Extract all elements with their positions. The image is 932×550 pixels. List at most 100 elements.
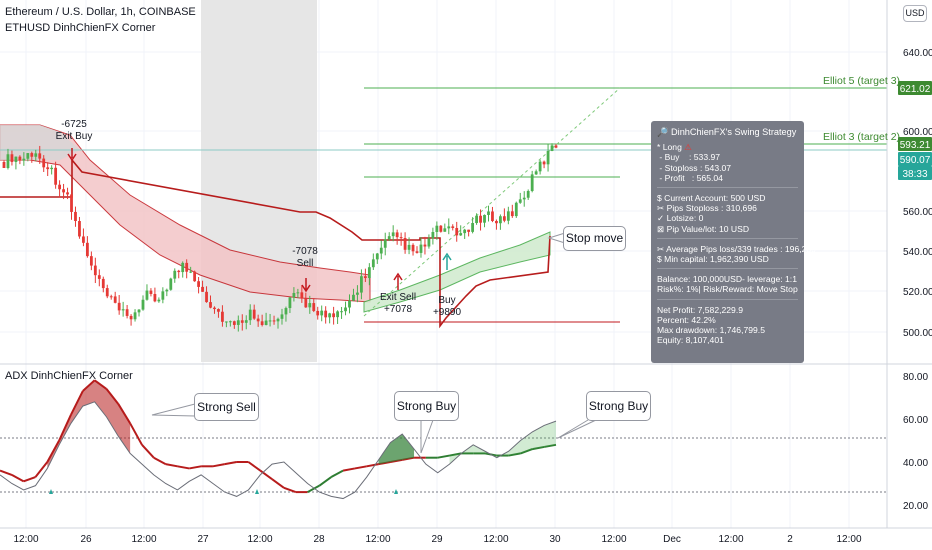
exit-buy-arrow: [67, 148, 77, 162]
candle-body: [105, 288, 109, 297]
price-tag: 590.07: [898, 152, 932, 166]
strategy-info-panel: 🔎 DinhChienFX's Swing Strategy * Long ⚠ …: [651, 121, 816, 363]
candle-body: [10, 154, 14, 162]
sell-label: Sell: [297, 258, 314, 269]
exit-sell-arrow: [393, 272, 403, 290]
adx-segment: [307, 484, 320, 493]
adx-segment: [449, 452, 462, 457]
time-tick: 12:00: [836, 534, 861, 545]
candle-body: [542, 161, 546, 165]
candle-body: [324, 310, 328, 318]
strategy-net-profit: Net Profit: 7,582,229.9: [657, 304, 743, 315]
candle-body: [312, 303, 316, 311]
candle-body: [74, 211, 77, 222]
candle-body: [336, 311, 339, 318]
adx-segment: [129, 422, 143, 446]
adx-segment: [330, 469, 344, 478]
price-tick: 540.00: [903, 247, 932, 258]
time-tick: 12:00: [131, 534, 156, 545]
candle-body: [197, 281, 200, 287]
candle-body: [288, 297, 292, 309]
candle-body: [411, 244, 415, 252]
strategy-profit: - Profit : 565.04: [657, 172, 723, 183]
chart-title: Ethereum / U.S. Dollar, 1h, COINBASE: [5, 6, 196, 18]
adx-segment: [271, 478, 285, 489]
time-tick: 27: [197, 534, 209, 545]
candle-body: [272, 320, 276, 322]
candle-body: [117, 302, 121, 311]
adx-segment: [11, 474, 25, 483]
adx-segment: [189, 465, 202, 470]
time-tick: 26: [80, 534, 92, 545]
price-tag: 621.02: [898, 81, 932, 95]
candle-body: [328, 313, 332, 318]
candle-body: [363, 276, 367, 279]
adx-segment: [283, 486, 297, 494]
candle-body: [153, 293, 157, 302]
candle-body: [459, 233, 463, 236]
indicator-title[interactable]: ETHUSD DinhChienFX Corner: [5, 22, 156, 34]
candle-body: [228, 321, 232, 323]
strategy-avg-pips: ✂ Average Pips loss/339 trades : 196,239: [657, 243, 816, 254]
currency-button[interactable]: USD: [903, 5, 927, 22]
adx-segment: [366, 463, 379, 468]
svg-text:621.02: 621.02: [900, 84, 931, 95]
strategy-balance: Balance: 100,000USD- leverage: 1:1: [657, 274, 797, 285]
candle-body: [451, 226, 455, 228]
adx-pane-title[interactable]: ADX DinhChienFX Corner: [5, 370, 133, 382]
candles: [2, 143, 558, 332]
strategy-long-row: * Long ⚠: [657, 142, 798, 152]
candle-body: [141, 299, 145, 310]
adx-axis[interactable]: 80.00 60.00 40.00 20.00: [903, 372, 928, 512]
candle-body: [221, 311, 224, 322]
strategy-long: * Long: [657, 142, 682, 153]
time-axis[interactable]: 12:00 26 12:00 27 12:00 28 12:00 29 12:00 30 12:00…: [13, 534, 861, 545]
candle-body: [403, 238, 407, 250]
price-axis[interactable]: 640.00 600.00 560.00 540.00 520.00 500.00: [903, 48, 932, 339]
candle-body: [201, 286, 204, 292]
candle-body: [332, 313, 336, 318]
candle-body: [356, 292, 359, 295]
buy-amount: +9890: [433, 307, 462, 318]
time-tick: 12:00: [247, 534, 272, 545]
svg-text:38:33: 38:33: [902, 169, 927, 180]
candle-body: [383, 239, 387, 248]
buy-label: Buy: [438, 295, 455, 306]
candle-body: [34, 153, 38, 157]
candle-body: [62, 189, 65, 193]
candle-body: [276, 318, 280, 322]
candle-body: [550, 145, 554, 152]
candle-body: [93, 265, 97, 276]
candle-body: [439, 225, 443, 232]
candle-body: [495, 220, 498, 224]
candle-body: [530, 174, 534, 192]
adx-segment: [247, 461, 261, 472]
exit-sell-label: Exit Sell: [380, 292, 416, 303]
candle-body: [379, 247, 383, 254]
candle-body: [181, 262, 185, 273]
candle-body: [534, 171, 538, 175]
adx-fills: [0, 379, 557, 494]
strategy-min-capital: $ Min capital: 1,962,390 USD: [657, 254, 769, 265]
candle-body: [169, 278, 173, 290]
adx-segment: [224, 461, 237, 466]
strong-buy-callout-1: Strong Buy: [394, 391, 459, 421]
time-tick: 29: [431, 534, 443, 545]
adx-segment: [141, 444, 155, 459]
trade-markers: [67, 148, 452, 293]
candle-body: [387, 236, 391, 240]
adx-fill: [378, 434, 415, 465]
adx-tick: 60.00: [903, 415, 928, 426]
strong-buy-callout-2: Strong Buy: [586, 391, 651, 421]
candle-body: [165, 289, 169, 292]
adx-segment: [508, 452, 521, 457]
candle-body: [518, 199, 522, 203]
strategy-equity: Equity: 8,107,401: [657, 335, 724, 346]
candle-body: [42, 158, 46, 168]
strategy-buy: - Buy : 533.97: [657, 152, 721, 163]
stop-line: [0, 157, 551, 329]
candle-body: [248, 309, 252, 321]
candle-body: [447, 226, 451, 229]
candle-body: [145, 290, 149, 300]
